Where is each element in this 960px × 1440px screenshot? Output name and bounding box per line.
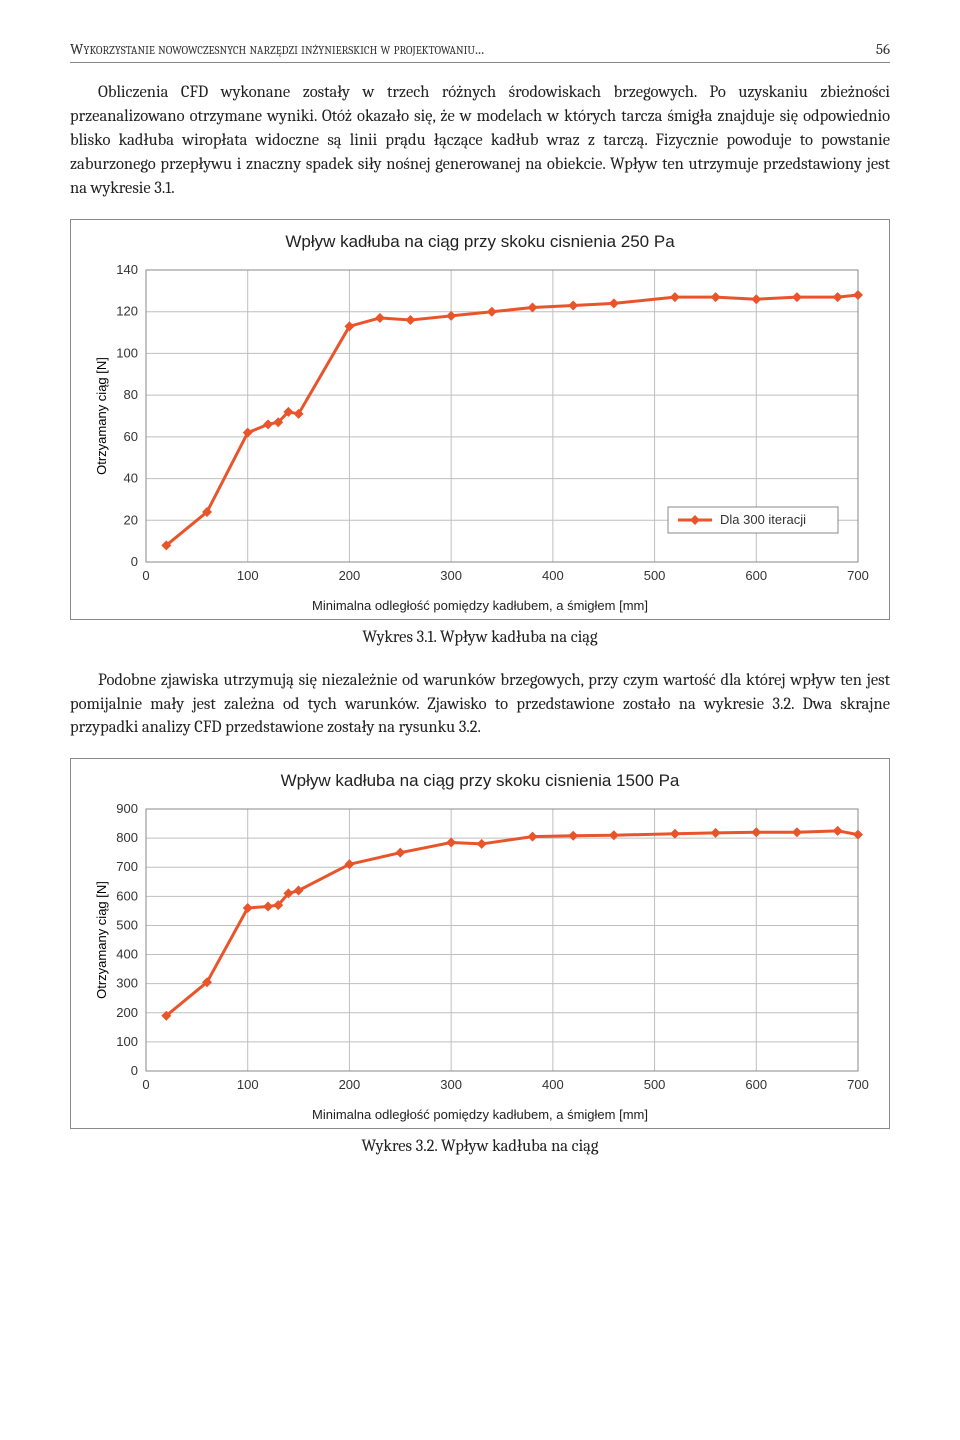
svg-text:0: 0 (142, 1077, 149, 1092)
svg-text:200: 200 (339, 1077, 361, 1092)
svg-text:Otrzyamany ciąg [N]: Otrzyamany ciąg [N] (94, 881, 109, 999)
svg-text:100: 100 (237, 1077, 259, 1092)
figure-2: Wpływ kadłuba na ciąg przy skoku cisnien… (70, 758, 890, 1129)
svg-text:Dla 300 iteracji: Dla 300 iteracji (720, 512, 806, 527)
caption-2: Wykres 3.2. Wpływ kadłuba na ciąg (70, 1137, 890, 1156)
chart1-xlabel: Minimalna odległość pomiędzy kadłubem, a… (312, 598, 648, 613)
svg-text:20: 20 (124, 512, 138, 527)
svg-text:80: 80 (124, 387, 138, 402)
svg-text:Otrzyamany ciąg [N]: Otrzyamany ciąg [N] (94, 357, 109, 475)
chart2-title: Wpływ kadłuba na ciąg przy skoku cisnien… (281, 771, 680, 791)
svg-text:0: 0 (131, 554, 138, 569)
svg-text:200: 200 (339, 568, 361, 583)
svg-text:100: 100 (237, 568, 259, 583)
svg-text:500: 500 (644, 1077, 666, 1092)
svg-text:600: 600 (116, 889, 138, 904)
chart2-plot: 0 100 200 300 400 500 600 700 800 900 0 100 200 300 40… (90, 801, 870, 1101)
svg-text:400: 400 (116, 947, 138, 962)
svg-text:200: 200 (116, 1005, 138, 1020)
svg-text:0: 0 (142, 568, 149, 583)
svg-text:600: 600 (745, 568, 767, 583)
svg-text:300: 300 (116, 976, 138, 991)
svg-text:400: 400 (542, 1077, 564, 1092)
caption-1: Wykres 3.1. Wpływ kadłuba na ciąg (70, 628, 890, 647)
running-head: Wykorzystanie nowowczesnych narzędzi inż… (70, 40, 890, 58)
svg-text:600: 600 (745, 1077, 767, 1092)
svg-text:100: 100 (116, 345, 138, 360)
svg-text:500: 500 (644, 568, 666, 583)
header-rule (70, 62, 890, 63)
svg-text:300: 300 (440, 568, 462, 583)
page-number: 56 (876, 40, 890, 58)
svg-text:300: 300 (440, 1077, 462, 1092)
svg-text:140: 140 (116, 262, 138, 277)
chart1-title: Wpływ kadłuba na ciąg przy skoku cisnien… (285, 232, 674, 252)
svg-text:700: 700 (847, 568, 869, 583)
svg-text:60: 60 (124, 428, 138, 443)
svg-text:100: 100 (116, 1034, 138, 1049)
svg-text:900: 900 (116, 801, 138, 816)
svg-text:0: 0 (131, 1063, 138, 1078)
paragraph-2: Podobne zjawiska utrzymują się niezależn… (70, 669, 890, 741)
chart2-xlabel: Minimalna odległość pomiędzy kadłubem, a… (312, 1107, 648, 1122)
svg-text:120: 120 (116, 303, 138, 318)
figure-1: Wpływ kadłuba na ciąg przy skoku cisnien… (70, 219, 890, 620)
page: Wykorzystanie nowowczesnych narzędzi inż… (0, 0, 960, 1228)
running-title: Wykorzystanie nowowczesnych narzędzi inż… (70, 40, 484, 58)
chart1-plot: 0 20 40 60 80 100 120 140 0 100 200 300 400 500 600 700… (90, 262, 870, 592)
svg-text:40: 40 (124, 470, 138, 485)
svg-text:700: 700 (847, 1077, 869, 1092)
svg-text:800: 800 (116, 830, 138, 845)
paragraph-1: Obliczenia CFD wykonane zostały w trzech… (70, 81, 890, 201)
svg-text:400: 400 (542, 568, 564, 583)
svg-text:700: 700 (116, 860, 138, 875)
svg-text:500: 500 (116, 918, 138, 933)
